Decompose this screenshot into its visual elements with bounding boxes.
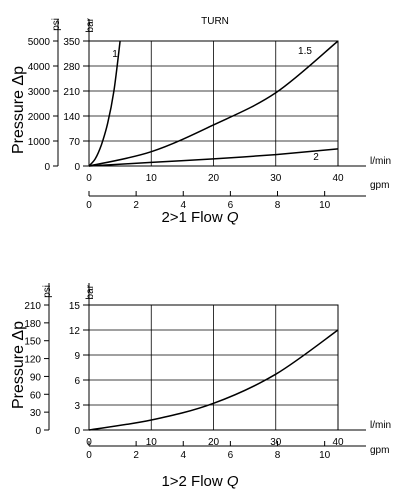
chart2-flow-unit-label: l/min — [370, 420, 391, 431]
chart1-psi-tick-label: 3000 — [28, 87, 51, 98]
chart1-gpm-tick-label: 10 — [319, 200, 331, 211]
chart2-psi-tick-label: 60 — [30, 390, 42, 401]
chart1-psi-tick-label: 2000 — [28, 112, 51, 123]
chart1-bar-unit-label: bar — [85, 17, 96, 32]
chart1-series-label-2: 2 — [313, 152, 319, 163]
chart1-caption-text: 2>1 Flow — [161, 209, 226, 226]
chart2-gpm-tick-label: 0 — [86, 450, 92, 461]
chart2-psi-tick-label: 210 — [24, 301, 41, 312]
chart1-caption: 2>1 Flow Q — [161, 209, 238, 226]
chart2-flow-tick-label: 30 — [270, 437, 282, 448]
chart2-bar-tick-label: 15 — [69, 301, 81, 312]
chart1-gpm-tick-label: 8 — [275, 200, 281, 211]
chart1-series-label-1.5: 1.5 — [298, 46, 312, 57]
chart1-series-line-1 — [88, 40, 121, 167]
chart1-caption-var: Q — [227, 209, 239, 226]
chart1-flow-unit-label: l/min — [370, 156, 391, 167]
chart2-psi-tick-label: 30 — [30, 408, 42, 419]
chart1-flow-tick-label: 40 — [332, 173, 344, 184]
chart2-y-axis-title: Pressure Δp — [10, 321, 27, 409]
chart2-psi-tick-label: 90 — [30, 372, 42, 383]
chart1-gpm-tick-label: 2 — [133, 200, 139, 211]
chart1-flow-tick-label: 30 — [270, 173, 282, 184]
chart2-flow-tick-label: 10 — [146, 437, 158, 448]
chart2-flow-tick-label: 20 — [208, 437, 220, 448]
chart2-psi-unit-label: psi — [42, 285, 53, 298]
chart2-bar-tick-label: 12 — [69, 326, 81, 337]
chart2-bar-unit-label: bar — [85, 284, 96, 299]
chart1-gpm-tick-label: 6 — [228, 200, 234, 211]
chart2-caption-var: Q — [227, 473, 239, 490]
chart1-gpm-unit-label: gpm — [370, 180, 389, 191]
chart1-bar-tick-label: 0 — [74, 162, 80, 173]
chart2-bar-tick-label: 6 — [74, 376, 80, 387]
chart1-y-axis-title: Pressure Δp — [10, 66, 27, 154]
chart1-series-line-1.5 — [88, 40, 339, 167]
chart1-psi-tick-label: 1000 — [28, 137, 51, 148]
chart2-psi-tick-label: 180 — [24, 319, 41, 330]
chart1-title: TURN — [201, 16, 229, 27]
chart1-bar-tick-label: 210 — [63, 87, 80, 98]
chart1-psi-tick-label: 4000 — [28, 62, 51, 73]
chart2-gpm-tick-label: 6 — [228, 450, 234, 461]
chart1-psi-unit-label: psi — [51, 18, 62, 31]
chart2-gpm-tick-label: 2 — [133, 450, 139, 461]
chart2-psi-tick-label: 120 — [24, 355, 41, 366]
chart2-gpm-unit-label: gpm — [370, 445, 389, 456]
chart1-bar-tick-label: 140 — [63, 112, 80, 123]
chart1-gpm-tick-label: 4 — [180, 200, 186, 211]
chart1-psi-tick-label: 5000 — [28, 37, 51, 48]
chart2-gpm-tick-label: 4 — [180, 450, 186, 461]
chart2-psi-tick-label: 0 — [35, 426, 41, 437]
chart2-gpm-tick-label: 8 — [275, 450, 281, 461]
chart2-series-line-0 — [88, 329, 339, 431]
chart1-flow-tick-label: 10 — [146, 173, 158, 184]
chart2-bar-tick-label: 3 — [74, 401, 80, 412]
chart2-caption-text: 1>2 Flow — [161, 473, 226, 490]
chart1-series-label-1: 1 — [112, 49, 118, 60]
chart1-flow-tick-label: 0 — [86, 173, 92, 184]
chart2-bar-tick-label: 0 — [74, 426, 80, 437]
chart2-caption: 1>2 Flow Q — [161, 473, 238, 490]
chart1-flow-tick-label: 20 — [208, 173, 220, 184]
chart1-bar-tick-label: 70 — [69, 137, 81, 148]
chart2-flow-tick-label: 40 — [332, 437, 344, 448]
chart2-psi-tick-label: 150 — [24, 337, 41, 348]
chart1-gpm-tick-label: 0 — [86, 200, 92, 211]
chart1-psi-tick-label: 0 — [44, 162, 50, 173]
chart2-bar-tick-label: 9 — [74, 351, 80, 362]
chart1-series-line-2 — [88, 148, 339, 167]
chart1-bar-tick-label: 280 — [63, 62, 80, 73]
chart1-bar-tick-label: 350 — [63, 37, 80, 48]
chart2-gpm-tick-label: 10 — [319, 450, 331, 461]
